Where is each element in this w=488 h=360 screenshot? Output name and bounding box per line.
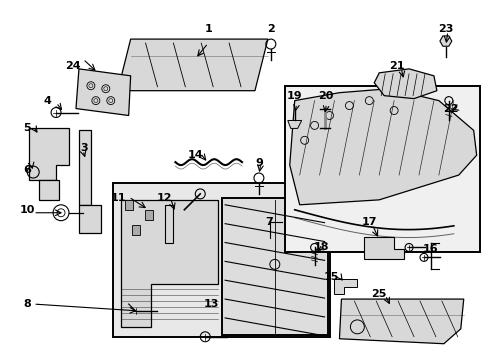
Polygon shape [339,299,463,344]
Bar [144,210,152,220]
Bar [113,183,329,337]
Text: 11: 11 [111,193,126,203]
Bar [131,225,139,235]
Text: 5: 5 [23,123,31,134]
Polygon shape [121,200,218,327]
Text: 20: 20 [317,91,332,101]
Text: 8: 8 [23,299,31,309]
Text: 6: 6 [23,165,31,175]
Polygon shape [118,39,267,91]
Text: 13: 13 [203,299,219,309]
Polygon shape [287,121,301,129]
Bar [124,200,132,210]
Text: 23: 23 [437,24,452,34]
Text: 14: 14 [187,150,203,160]
Text: 9: 9 [254,158,263,168]
Text: 7: 7 [264,217,272,227]
Bar [165,205,173,243]
Bar [79,130,91,205]
Polygon shape [373,69,436,99]
Text: 18: 18 [313,243,328,252]
Bar [79,205,101,233]
Polygon shape [29,129,69,180]
Polygon shape [364,237,403,260]
Text: 12: 12 [156,193,172,203]
Text: 22: 22 [442,104,458,113]
Text: 1: 1 [204,24,212,34]
Text: 24: 24 [65,61,81,71]
Text: 16: 16 [422,244,438,255]
Text: 15: 15 [323,272,339,282]
Text: 21: 21 [388,61,404,71]
Text: 2: 2 [266,24,274,34]
Bar [222,198,327,335]
Polygon shape [289,89,476,205]
Text: 17: 17 [361,217,376,227]
Polygon shape [76,69,130,116]
Text: 19: 19 [286,91,302,101]
Text: 10: 10 [20,205,35,215]
Text: 4: 4 [43,96,51,105]
Text: 3: 3 [80,143,87,153]
Polygon shape [39,180,59,200]
Text: 25: 25 [371,289,386,299]
Polygon shape [439,36,451,46]
Polygon shape [334,279,357,294]
Bar [284,86,479,252]
